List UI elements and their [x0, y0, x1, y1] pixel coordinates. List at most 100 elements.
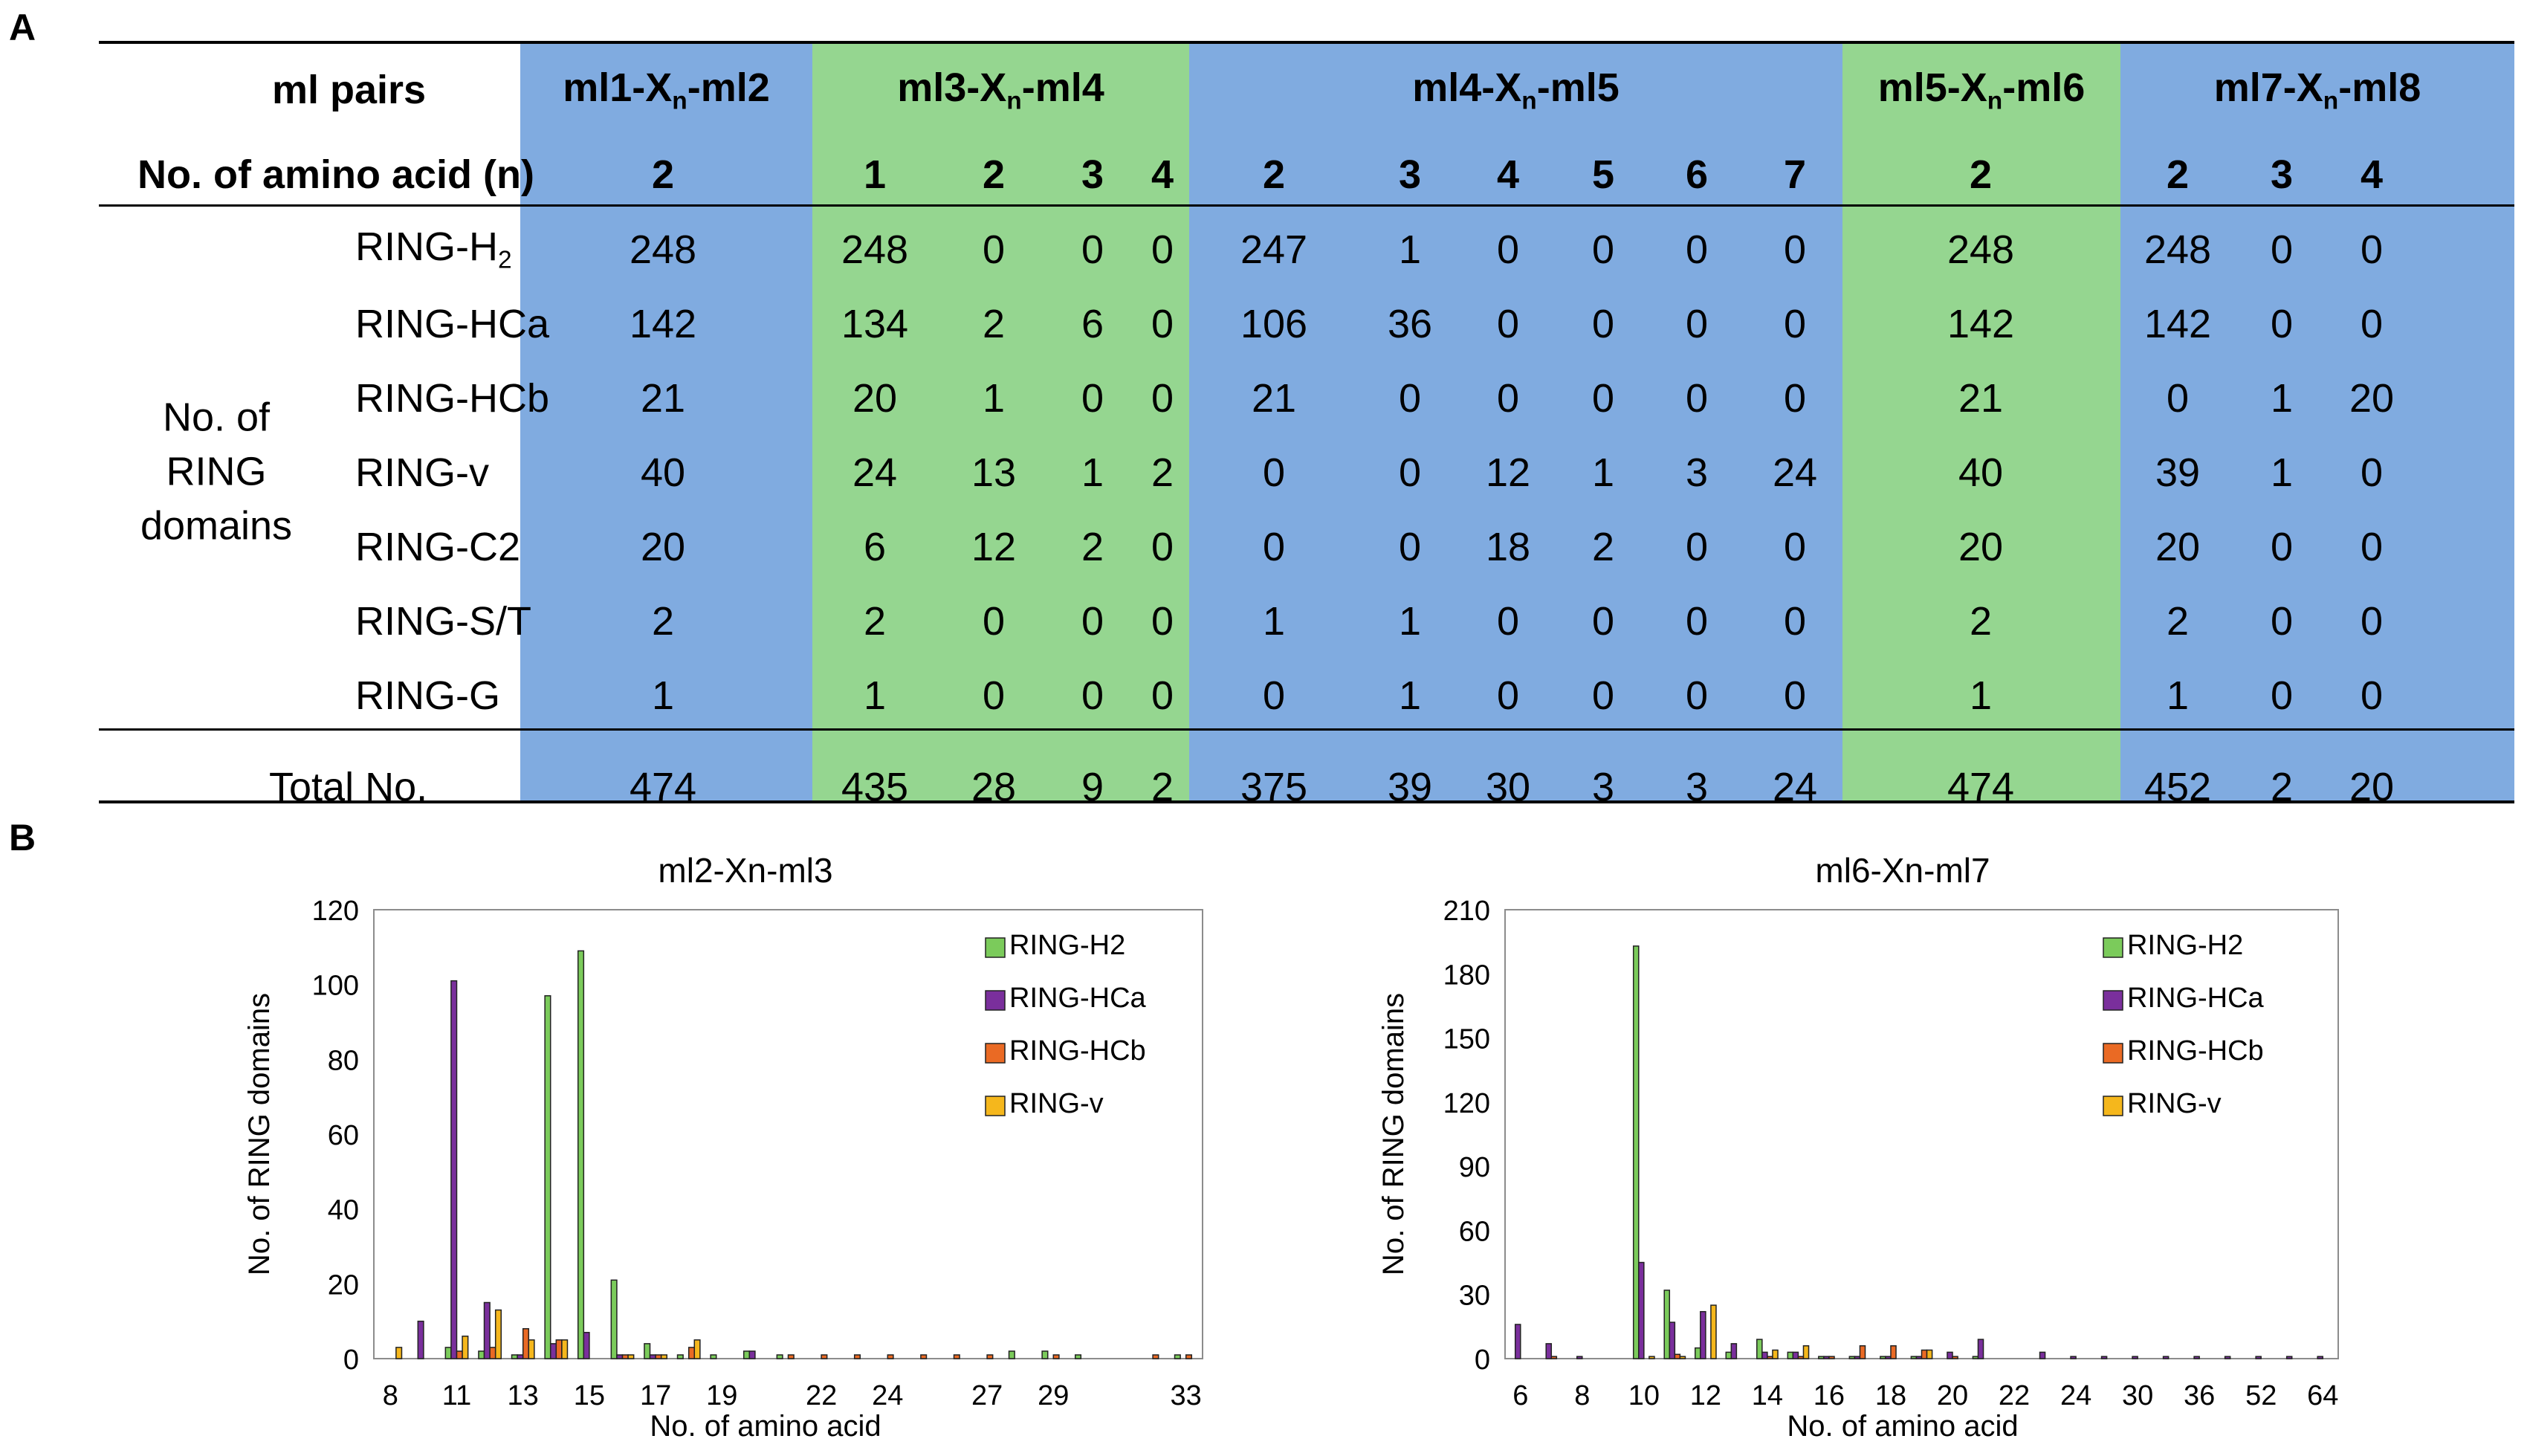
x-tick-label: 6: [1512, 1380, 1528, 1411]
bar-ring-hcb: [1152, 1354, 1159, 1359]
y-tick-label: 80: [328, 1045, 359, 1076]
bar-ring-h2: [776, 1354, 783, 1359]
x-tick-label: 13: [508, 1380, 539, 1411]
bar-ring-hca: [1730, 1343, 1738, 1359]
bar-ring-hca: [748, 1350, 756, 1359]
subscript: 2: [497, 246, 512, 274]
amino-acid-count-header: 3: [1398, 152, 1422, 197]
bar-ring-hcb: [787, 1354, 795, 1359]
y-tick-label: 60: [328, 1120, 359, 1151]
bar-ring-h2: [1663, 1290, 1671, 1359]
bar-ring-hca: [1669, 1321, 1676, 1359]
bar-ring-hcb: [621, 1354, 629, 1359]
table-cell: 40: [1958, 450, 2004, 495]
bar-ring-v: [1679, 1356, 1686, 1359]
total-cell: 435: [841, 765, 909, 809]
x-tick-label: 22: [806, 1380, 837, 1411]
bar-ring-hca: [1576, 1356, 1583, 1359]
bar-ring-v: [693, 1339, 701, 1359]
bar-ring-hca: [2317, 1356, 2323, 1359]
table-cell: 0: [1496, 302, 1520, 346]
ring-type-label: RING-H2: [355, 227, 512, 273]
bar-ring-hcb: [821, 1354, 828, 1359]
subscript: n: [1987, 87, 2003, 115]
table-cell: 134: [841, 302, 909, 346]
y-tick-label: 180: [1443, 960, 1490, 991]
table-cell: 0: [2270, 599, 2294, 644]
total-cell: 28: [971, 765, 1017, 809]
table-rule: [99, 728, 2514, 731]
table-cell: 21: [640, 376, 686, 421]
x-axis-label: No. of amino acid: [650, 1410, 881, 1443]
table-cell: 0: [1783, 525, 1807, 569]
table-cell: 0: [1685, 227, 1709, 272]
table-cell: 0: [1151, 227, 1174, 272]
table-cell: 40: [640, 450, 686, 495]
table-cell: 0: [2270, 525, 2294, 569]
bar-ring-v: [1926, 1349, 1933, 1359]
table-cell: 0: [1783, 302, 1807, 346]
table-cell: 1: [1398, 227, 1422, 272]
table-cell: 0: [1783, 227, 1807, 272]
bar-ring-h2: [1725, 1351, 1732, 1359]
bar-ring-hca: [549, 1343, 557, 1359]
bar-ring-v: [660, 1354, 668, 1359]
bar-ring-hca: [1761, 1351, 1768, 1359]
table-cell: 0: [1151, 302, 1174, 346]
y-tick-label: 120: [312, 896, 359, 927]
bar-ring-hca: [450, 980, 458, 1359]
total-cell: 452: [2143, 765, 2212, 809]
legend-label: RING-H2: [2127, 930, 2243, 961]
x-tick-label: 11: [442, 1380, 471, 1411]
table-cell: 1: [1969, 673, 1993, 718]
bar-ring-hcb: [555, 1339, 563, 1359]
bar-ring-hcb: [522, 1327, 530, 1359]
text-part: RING-v: [355, 450, 489, 495]
ring-type-label: RING-v: [355, 453, 489, 493]
bar-ring-h2: [544, 995, 551, 1359]
table-cell: 2: [1151, 450, 1174, 495]
amino-acid-count-header: 2: [651, 152, 675, 197]
table-cell: 248: [1947, 227, 2015, 272]
table-cell: 36: [1387, 302, 1433, 346]
table-cell: 0: [1591, 673, 1615, 718]
text-part: RING-C2: [355, 525, 521, 569]
table-cell: 0: [1783, 599, 1807, 644]
bar-ring-h2: [710, 1354, 717, 1359]
total-cell: 3: [1685, 765, 1709, 809]
x-axis-label: No. of amino acid: [1787, 1410, 2018, 1443]
bar-ring-hca: [2255, 1356, 2262, 1359]
bar-ring-hcb: [1550, 1356, 1558, 1359]
group-header: ml5-Xn-ml6: [1878, 68, 2086, 114]
bar-ring-v: [1772, 1349, 1779, 1359]
text-part: ml5-X: [1877, 65, 1987, 110]
text-part: ml4-X: [1412, 65, 1522, 110]
group-background: [812, 41, 1189, 803]
chart-ml6-ml7: 0 30 60 90 120 150 180 210 6 8 10 12 14 16 18 20 22 24 30 3…: [1377, 896, 2339, 1443]
bar-ring-h2: [1041, 1350, 1049, 1359]
x-tick-label: 16: [1813, 1380, 1845, 1411]
bar-ring-hca: [2224, 1356, 2231, 1359]
amino-acid-count-header: 4: [1151, 152, 1174, 197]
table-cell: 1: [863, 673, 887, 718]
table-cell: 20: [2349, 376, 2395, 421]
bar-ring-hca: [1977, 1339, 1984, 1359]
y-tick-label: 20: [328, 1269, 359, 1301]
bar-ring-hca: [1823, 1356, 1830, 1359]
total-cell: 30: [1485, 765, 1531, 809]
y-tick-label: 60: [1459, 1216, 1490, 1247]
bar-ring-h2: [1818, 1356, 1825, 1359]
table-cell: 1: [1398, 673, 1422, 718]
bar-ring-hca: [1638, 1261, 1645, 1359]
bar-ring-h2: [1756, 1339, 1763, 1359]
total-cell: 474: [629, 765, 697, 809]
table-cell: 0: [1262, 525, 1286, 569]
x-tick-label: 20: [1937, 1380, 1968, 1411]
group-header: ml1-Xn-ml2: [563, 68, 770, 114]
bar-ring-hca: [2132, 1356, 2138, 1359]
table-cell: 2: [1591, 525, 1615, 569]
amino-acid-count-header: 2: [1262, 152, 1286, 197]
table-cell: 18: [1485, 525, 1531, 569]
bar-ring-h2: [742, 1350, 751, 1359]
table-cell: 13: [971, 450, 1017, 495]
